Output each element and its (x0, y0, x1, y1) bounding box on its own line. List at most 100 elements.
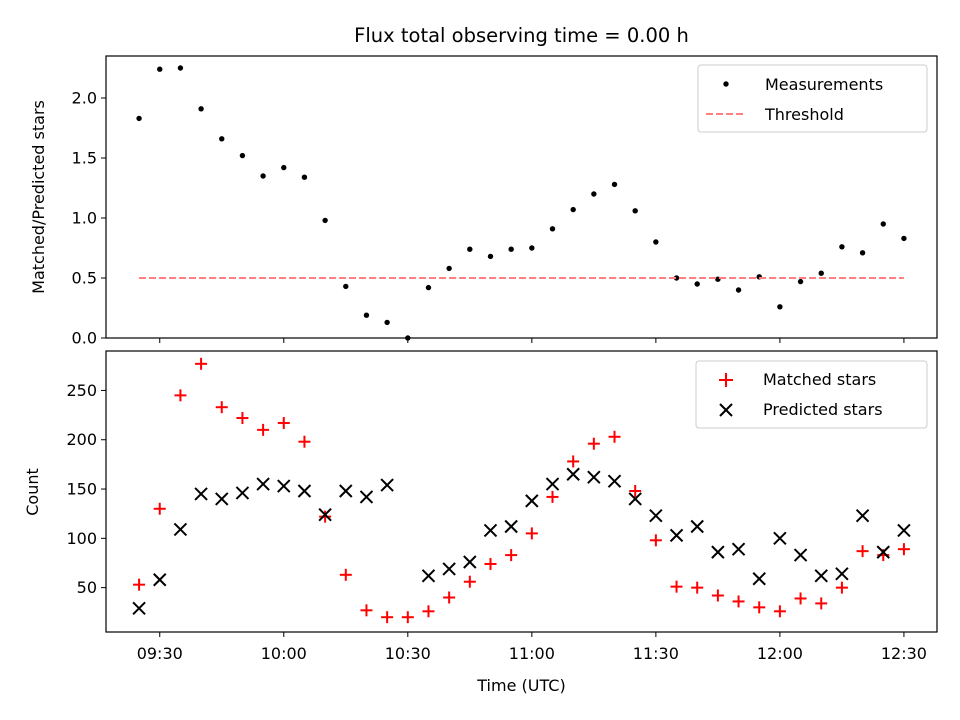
predicted-stars-point (380, 478, 394, 492)
matched-stars-point (319, 510, 332, 523)
measurement-point (529, 245, 535, 251)
matched-stars-point (195, 357, 208, 370)
predicted-stars-point (876, 545, 890, 559)
matched-stars-point (649, 534, 662, 547)
bottom-panel: Count 50 100 150 200 250 09:30 10:00 10:30 11:0… (23, 350, 938, 695)
predicted-stars-point (277, 479, 291, 493)
matched-stars-point (174, 389, 187, 402)
matched-stars-point (401, 611, 414, 624)
matched-stars-point (670, 580, 683, 593)
x-tick-label: 10:30 (385, 644, 431, 663)
measurement-point (198, 106, 204, 112)
top-axes-frame (105, 55, 938, 339)
measurement-point (136, 115, 142, 122)
top-y-ticks: 0.0 0.5 1.0 1.5 2.0 (72, 89, 106, 348)
matched-stars-point (277, 416, 290, 429)
measurement-point (839, 244, 845, 250)
predicted-stars-point (463, 555, 477, 569)
predicted-stars-point (339, 484, 353, 498)
predicted-stars-point (649, 508, 663, 523)
legend-measurements-label: Measurements (765, 75, 883, 94)
predicted-stars-point (731, 542, 746, 556)
measurement-point (549, 226, 556, 232)
predicted-stars-point (897, 523, 911, 538)
matched-stars-point (422, 605, 435, 618)
measurement-point (343, 283, 349, 290)
measurement-point (653, 239, 659, 245)
matched-stars-point (691, 581, 704, 594)
bottom-legend: Matched stars Predicted stars (695, 360, 928, 429)
predicted-stars-point (669, 528, 684, 543)
predicted-stars-point (359, 490, 374, 504)
measurement-point (363, 312, 370, 318)
measurement-point (467, 246, 473, 252)
predicted-stars-point (545, 477, 560, 491)
y-tick-label: 0.5 (72, 269, 97, 288)
matched-stars-point (381, 611, 394, 624)
bottom-y-axis-label: Count (23, 468, 42, 516)
predicted-stars-point (855, 508, 870, 523)
matched-stars-point (443, 591, 456, 604)
predicted-stars-point (215, 492, 229, 506)
top-panel: Flux total observing time = 0.00 h Match… (29, 24, 938, 348)
matched-stars-point (525, 527, 538, 540)
legend-predicted-marker (719, 403, 733, 417)
x-tick-label: 09:30 (137, 644, 183, 663)
predicted-stars-point (235, 486, 250, 500)
y-tick-label: 2.0 (72, 89, 97, 108)
measurement-point (735, 287, 742, 293)
measurement-point (901, 235, 907, 242)
bottom-plot-area (132, 357, 911, 624)
predicted-stars-point (173, 522, 188, 537)
x-axis-label: Time (UTC) (476, 676, 565, 695)
matched-stars-point (133, 578, 146, 591)
matched-stars-point (484, 557, 497, 570)
measurement-point (219, 136, 225, 142)
predicted-stars-point (132, 601, 146, 616)
measurement-point (301, 174, 308, 180)
predicted-stars-point (421, 569, 436, 583)
predicted-stars-point (793, 548, 808, 562)
measurement-point (425, 284, 432, 291)
measurement-point (508, 246, 514, 252)
x-tick-label: 11:00 (509, 644, 555, 663)
predicted-stars-point (297, 484, 312, 498)
measurement-point (239, 152, 246, 159)
predicted-stars-point (525, 494, 539, 508)
predicted-stars-point (153, 573, 167, 587)
x-tick-label: 10:00 (261, 644, 307, 663)
matched-stars-point (463, 575, 476, 588)
legend-measurements-marker (723, 81, 729, 87)
predicted-stars-point (587, 470, 601, 484)
y-tick-label: 100 (66, 529, 97, 548)
measurement-point (880, 221, 886, 227)
measurement-point (157, 66, 163, 72)
measurement-point (446, 265, 452, 272)
y-tick-label: 1.0 (72, 209, 97, 228)
predicted-stars-point (690, 519, 704, 534)
predicted-stars-point (628, 492, 642, 506)
predicted-stars-point (483, 523, 498, 538)
predicted-stars-point (442, 562, 456, 576)
top-x-ticks (159, 338, 905, 343)
matched-stars-point (153, 502, 166, 515)
measurement-point (797, 278, 804, 285)
top-chart-title: Flux total observing time = 0.00 h (354, 24, 689, 47)
matched-stars-point (608, 430, 621, 443)
matched-stars-point (732, 595, 745, 608)
top-legend: Measurements Threshold (697, 64, 928, 133)
predicted-stars-point (814, 569, 828, 583)
predicted-stars-point (566, 467, 580, 481)
measurement-point (694, 281, 700, 287)
predicted-stars-point (256, 477, 270, 491)
legend-threshold-label: Threshold (764, 105, 844, 124)
matched-stars-point (215, 401, 228, 414)
measurement-point (818, 270, 824, 276)
matched-stars-point (360, 604, 373, 617)
measurement-point (777, 304, 783, 310)
measurement-point (591, 191, 597, 197)
matched-stars-point (711, 589, 724, 602)
y-tick-label: 1.5 (72, 149, 97, 168)
matched-stars-point (505, 549, 518, 562)
